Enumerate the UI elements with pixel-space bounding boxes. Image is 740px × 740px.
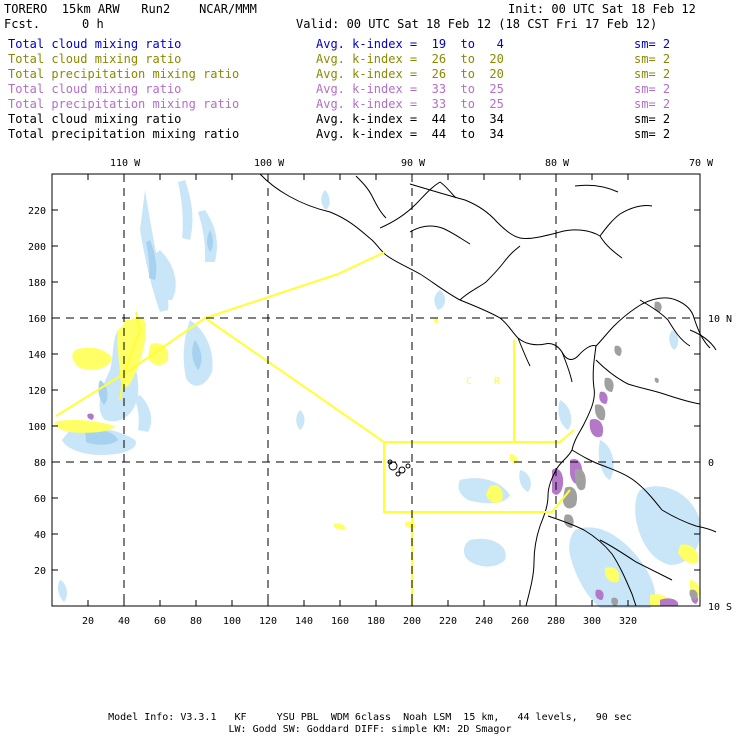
legend-kindex: Avg. k-index = 19 to 4 [316,37,504,51]
x-tick-label: 40 [118,616,130,627]
legend-field: Total precipitation mixing ratio [8,127,240,141]
lat-lon-grid [52,174,700,606]
x-tick-label: 160 [331,616,349,627]
x-tick-label: 320 [619,616,637,627]
legend-kindex: Avg. k-index = 26 to 20 [316,67,504,81]
legend-kindex: Avg. k-index = 44 to 34 [316,112,504,126]
model-info: Model Info: V3.3.1 KF YSU PBL WDM 6class… [108,712,632,723]
x-tick-label: 260 [511,616,529,627]
init-time: Init: 00 UTC Sat 18 Feb 12 [508,2,696,16]
x-tick-label: 300 [583,616,601,627]
lon-label: 90 W [401,158,426,169]
legend-smoothing: sm= 2 [634,52,671,66]
x-tick-label: 180 [367,616,385,627]
lon-label: 70 W [689,158,714,169]
legend-field: Total cloud mixing ratio [8,112,182,126]
x-tick-label: 220 [439,616,457,627]
lon-label: 80 W [545,158,570,169]
model-title: TORERO 15km ARW Run2 NCAR/MMM [4,2,257,16]
gray-shading [562,301,698,606]
y-tick-label: 100 [28,422,46,433]
legend-kindex: Avg. k-index = 33 to 25 [316,82,504,96]
legend-kindex: Avg. k-index = 26 to 20 [316,52,504,66]
purple-shading [87,391,699,606]
legend-smoothing: sm= 2 [634,127,671,141]
axis-ticks [52,174,700,606]
lat-label: 0 [708,458,714,469]
y-tick-label: 80 [34,458,46,469]
x-tick-label: 240 [475,616,493,627]
x-grid-labels: 20 40 60 80 100 120 140 160 180 200 220 240 260 280 30… [82,616,637,627]
lon-label: 110 W [110,158,141,169]
legend-smoothing: sm= 2 [634,67,671,81]
legend-field: Total precipitation mixing ratio [8,67,240,81]
lon-label: 100 W [254,158,285,169]
y-tick-label: 140 [28,350,46,361]
legend-field: Total cloud mixing ratio [8,37,182,51]
cloud-mixing-ratio-shading [57,180,701,608]
forecast-map: C R 110 W 100 W 90 W 80 W 70 W 10 N 0 10… [28,158,732,627]
x-tick-label: 60 [154,616,166,627]
lat-label: 10 N [708,314,732,325]
legend-smoothing: sm= 2 [634,97,671,111]
latitude-labels: 10 N 0 10 S [708,314,732,613]
y-tick-label: 60 [34,494,46,505]
legend-field: Total precipitation mixing ratio [8,97,240,111]
region-label-c: C [466,376,472,387]
forecast-label: Fcst. [4,17,41,31]
legend-field: Total cloud mixing ratio [8,52,182,66]
x-tick-label: 200 [403,616,421,627]
y-tick-label: 220 [28,206,46,217]
x-tick-label: 140 [295,616,313,627]
valid-time: Valid: 00 UTC Sat 18 Feb 12 (18 CST Fri … [296,17,658,31]
y-tick-label: 20 [34,566,46,577]
x-tick-label: 20 [82,616,94,627]
x-tick-label: 280 [547,616,565,627]
region-label-r: R [494,376,501,387]
cloud-mixing-ratio-dark [85,230,213,445]
y-tick-label: 200 [28,242,46,253]
lat-label: 10 S [708,602,732,613]
forecast-value: 0 h [82,17,104,31]
x-tick-label: 80 [190,616,202,627]
x-tick-label: 120 [259,616,277,627]
legend-field: Total cloud mixing ratio [8,82,182,96]
legend-smoothing: sm= 2 [634,112,671,126]
y-tick-label: 180 [28,278,46,289]
y-tick-label: 160 [28,314,46,325]
y-tick-label: 120 [28,386,46,397]
legend-kindex: Avg. k-index = 33 to 25 [316,97,504,111]
legend-smoothing: sm= 2 [634,37,671,51]
legend-smoothing: sm= 2 [634,82,671,96]
physics-info: LW: Godd SW: Goddard DIFF: simple KM: 2D… [228,724,512,735]
longitude-labels: 110 W 100 W 90 W 80 W 70 W [110,158,714,169]
x-tick-label: 100 [223,616,241,627]
y-grid-labels: 20 40 60 80 100 120 140 160 180 200 220 [28,206,46,577]
y-tick-label: 40 [34,530,46,541]
legend-kindex: Avg. k-index = 44 to 34 [316,127,504,141]
